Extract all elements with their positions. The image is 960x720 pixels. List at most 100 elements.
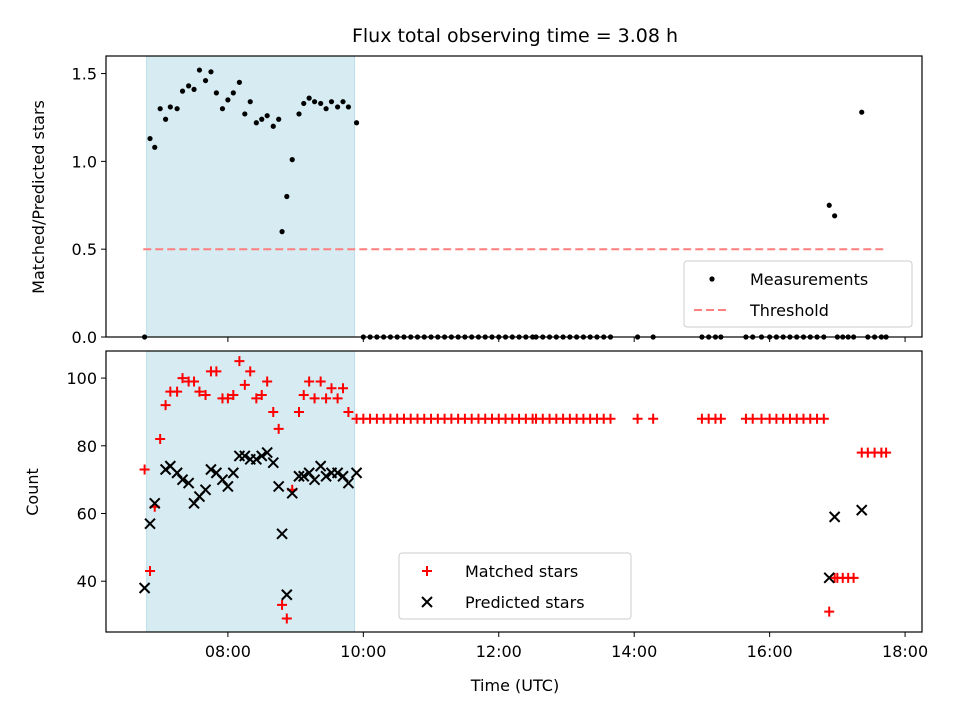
y-tick-label: 80 (77, 437, 97, 456)
shaded-interval (146, 55, 356, 338)
matched-star-point (632, 413, 643, 424)
predicted-star-point (281, 589, 293, 601)
predicted-star-point (308, 473, 321, 486)
measurement-point (859, 109, 865, 115)
predicted-star-point (828, 511, 841, 523)
matched-star-point (315, 376, 326, 387)
measurement-point (242, 111, 248, 117)
measurement-point (219, 106, 226, 112)
matched-star-point (338, 383, 349, 394)
measurement-point (174, 106, 180, 112)
legend: Matched stars Predicted stars (398, 552, 632, 620)
predicted-star-point (176, 473, 189, 486)
measurement-point (157, 106, 163, 112)
predicted-star-point (205, 463, 217, 476)
y-tick-label: 1.5 (72, 65, 97, 84)
matched-star-point (326, 383, 337, 394)
measurement-point (318, 100, 324, 107)
x-tick-label: 18:00 (882, 642, 928, 661)
matched-star-point (139, 464, 150, 475)
matched-star-point (177, 373, 188, 384)
predicted-star-point (320, 470, 332, 482)
plot-frame (105, 55, 923, 338)
measurement-point (270, 123, 276, 129)
matched-star-point (256, 390, 267, 401)
measurement-point (167, 104, 173, 110)
matched-star-point (848, 572, 859, 583)
predicted-star-point (149, 497, 161, 510)
measurement-point (826, 202, 832, 208)
matched-star-point (155, 434, 166, 445)
matched-star-point (293, 406, 304, 417)
measurement-point (334, 104, 341, 110)
predicted-star-point (144, 517, 156, 530)
measurement-point (306, 95, 312, 101)
measurement-point (225, 97, 231, 103)
measurement-point (284, 193, 290, 200)
predicted-star-point (276, 528, 288, 540)
matched-star-point (332, 393, 343, 404)
matched-star-point (200, 390, 211, 401)
matched-star-point (268, 406, 279, 417)
series-predicted-stars (138, 446, 868, 601)
measurement-point (247, 99, 253, 105)
measurement-point (279, 229, 285, 235)
matched-star-point (824, 606, 835, 617)
predicted-star-point (222, 480, 234, 493)
legend: Measurements Threshold (683, 260, 913, 328)
matched-star-point (228, 390, 239, 401)
matched-star-point (881, 447, 892, 458)
y-tick-label: 100 (66, 369, 97, 388)
measurement-point (191, 86, 197, 92)
shaded-interval (146, 350, 356, 633)
measurement-point (353, 120, 360, 126)
legend-marker (422, 566, 432, 576)
measurement-point (264, 113, 270, 119)
matched-star-point (605, 413, 616, 424)
y-tick-label: 60 (77, 505, 97, 524)
matched-star-point (222, 393, 233, 404)
measurement-point (345, 104, 352, 110)
measurement-point (832, 213, 838, 219)
x-tick-label: 16:00 (747, 642, 793, 661)
predicted-star-point (182, 477, 195, 489)
measurement-point (253, 120, 259, 126)
measurement-point (186, 83, 192, 89)
y-tick-label: 0.5 (72, 240, 97, 259)
predicted-star-point (298, 470, 310, 482)
predicted-star-point (239, 450, 251, 462)
legend-marker (421, 596, 433, 608)
measurement-point (289, 157, 295, 163)
matched-star-point (262, 376, 273, 387)
matched-star-point (648, 413, 659, 424)
matched-star-point (304, 376, 315, 387)
y-tick-label: 0.0 (72, 328, 97, 347)
predicted-star-point (856, 504, 868, 516)
matched-star-point (321, 393, 332, 404)
matched-star-point (298, 390, 309, 401)
predicted-star-point (138, 582, 151, 594)
legend-box (398, 552, 632, 620)
matched-star-point (273, 423, 284, 434)
predicted-star-point (199, 484, 212, 496)
predicted-star-point (261, 446, 273, 459)
predicted-star-point (267, 457, 279, 469)
y-tick-label: 1.0 (72, 152, 97, 171)
bottom-panel: 08:00 10:00 12:00 14:00 16:00 18:00 40 60 80 100 M… (66, 350, 928, 661)
measurement-point (311, 99, 318, 105)
matched-star-point (194, 386, 205, 397)
measurement-point (208, 69, 214, 75)
legend-label: Measurements (750, 270, 868, 289)
measurement-point (296, 111, 302, 117)
predicted-star-point (256, 450, 268, 462)
measurement-point (323, 106, 329, 112)
matched-star-point (715, 413, 726, 424)
predicted-star-point (350, 467, 363, 479)
measurement-point (196, 67, 203, 73)
matched-star-point (211, 366, 222, 377)
matched-star-point (251, 393, 262, 404)
predicted-star-point (331, 467, 344, 479)
legend-label: Matched stars (465, 562, 578, 581)
measurement-point (213, 90, 219, 96)
